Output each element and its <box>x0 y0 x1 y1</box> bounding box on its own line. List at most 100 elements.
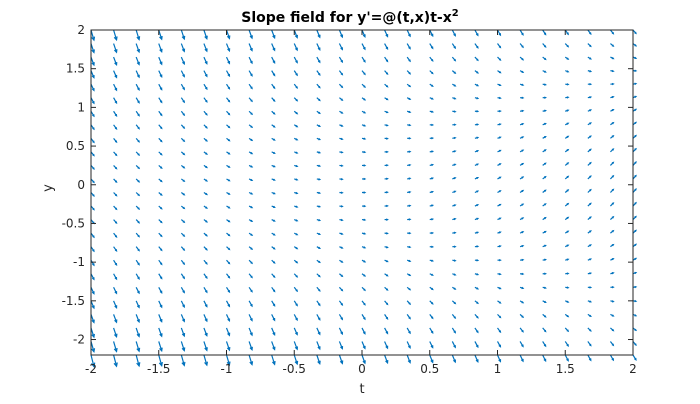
arrow-head <box>454 111 455 112</box>
arrow-head <box>522 273 523 274</box>
arrow-head <box>341 192 342 193</box>
arrow-head <box>476 274 477 275</box>
arrow-head <box>386 125 387 126</box>
slope-arrow <box>385 165 388 166</box>
slope-arrow <box>475 246 478 247</box>
arrow-head <box>364 178 365 179</box>
arrow-head <box>612 273 613 274</box>
slope-arrow <box>136 355 140 366</box>
arrow-head <box>363 233 364 234</box>
arrow-head <box>431 246 432 247</box>
arrow-head <box>431 260 432 261</box>
slope-arrow <box>565 84 568 85</box>
arrow-head <box>296 192 297 193</box>
slope-arrow <box>565 273 568 274</box>
slope-arrow <box>362 165 365 166</box>
arrow-head <box>454 232 455 233</box>
slope-arrow <box>543 273 546 274</box>
arrow-head <box>499 124 500 125</box>
arrow-head <box>318 152 319 153</box>
arrow-head <box>634 83 635 84</box>
arrow-head <box>476 246 477 247</box>
arrow-head <box>318 206 319 207</box>
slope-arrow <box>430 232 433 233</box>
y-tick-label: -0.5 <box>62 216 85 230</box>
arrow-head <box>409 205 410 206</box>
arrow-head <box>589 287 590 288</box>
arrow-head <box>567 287 568 288</box>
slope-arrow <box>339 355 342 363</box>
arrow-head <box>431 164 432 165</box>
arrow-head <box>386 192 387 193</box>
x-tick-label: -0.5 <box>283 362 306 376</box>
arrow-head <box>454 246 455 247</box>
x-tick-label: -1.5 <box>147 362 170 376</box>
y-tick-label: -1.5 <box>62 294 85 308</box>
y-tick-label: 2 <box>77 23 85 37</box>
slope-arrow <box>475 260 478 261</box>
slope-arrow <box>385 178 388 179</box>
x-tick-label: -1 <box>221 362 233 376</box>
slope-arrow <box>475 355 478 362</box>
arrow-head <box>296 165 297 166</box>
y-tick-label: -1 <box>73 255 85 269</box>
slope-arrow <box>430 124 433 125</box>
arrow-head <box>341 219 342 220</box>
arrow-head <box>476 260 477 261</box>
slope-arrow <box>385 219 388 220</box>
arrow-head <box>522 84 523 85</box>
arrow-head <box>318 219 319 220</box>
slope-arrow <box>385 205 388 206</box>
slope-arrow <box>610 83 613 84</box>
arrow-head <box>589 273 590 274</box>
arrow-head <box>612 70 613 71</box>
slope-arrow <box>181 355 185 365</box>
slope-arrow <box>339 192 342 193</box>
arrow-head <box>454 260 455 261</box>
arrow-head <box>431 151 432 152</box>
arrow-head <box>409 233 410 234</box>
arrow-head <box>612 83 613 84</box>
arrow-head <box>635 300 636 301</box>
arrow-head <box>612 287 613 288</box>
arrow-head <box>341 152 342 153</box>
arrow-head <box>522 110 523 111</box>
arrow-head <box>635 70 636 71</box>
slope-arrow <box>362 178 365 179</box>
slope-arrow <box>339 178 342 179</box>
slope-arrow <box>498 260 501 261</box>
x-axis-label: t <box>359 382 364 397</box>
slope-arrow <box>430 138 433 139</box>
arrow-head <box>364 219 365 220</box>
arrow-head <box>431 111 432 112</box>
arrow-head <box>544 110 545 111</box>
slope-arrow <box>452 124 455 125</box>
x-tick-label: 0 <box>358 362 366 376</box>
slope-arrow <box>520 97 523 98</box>
x-tick-label: 1 <box>494 362 502 376</box>
arrow-head <box>364 192 365 193</box>
arrow-head <box>567 273 568 274</box>
arrow-head <box>409 219 410 220</box>
slope-arrow <box>407 151 410 152</box>
slope-arrow <box>407 219 410 220</box>
arrow-head <box>431 178 432 179</box>
arrow-head <box>499 111 500 112</box>
slope-arrow <box>249 355 252 365</box>
slope-arrow <box>362 151 365 152</box>
slope-arrow <box>588 287 591 288</box>
arrow-head <box>318 165 319 166</box>
arrow-head <box>386 138 387 139</box>
slope-arrow <box>362 192 365 193</box>
x-tick-label: 1.5 <box>556 362 575 376</box>
arrow-head <box>386 246 387 247</box>
arrow-head <box>364 165 365 166</box>
arrow-head <box>499 246 500 247</box>
arrow-head <box>363 138 364 139</box>
arrow-head <box>409 138 410 139</box>
slope-arrow <box>610 355 613 360</box>
arrow-head <box>454 137 455 138</box>
arrow-head <box>499 273 500 274</box>
